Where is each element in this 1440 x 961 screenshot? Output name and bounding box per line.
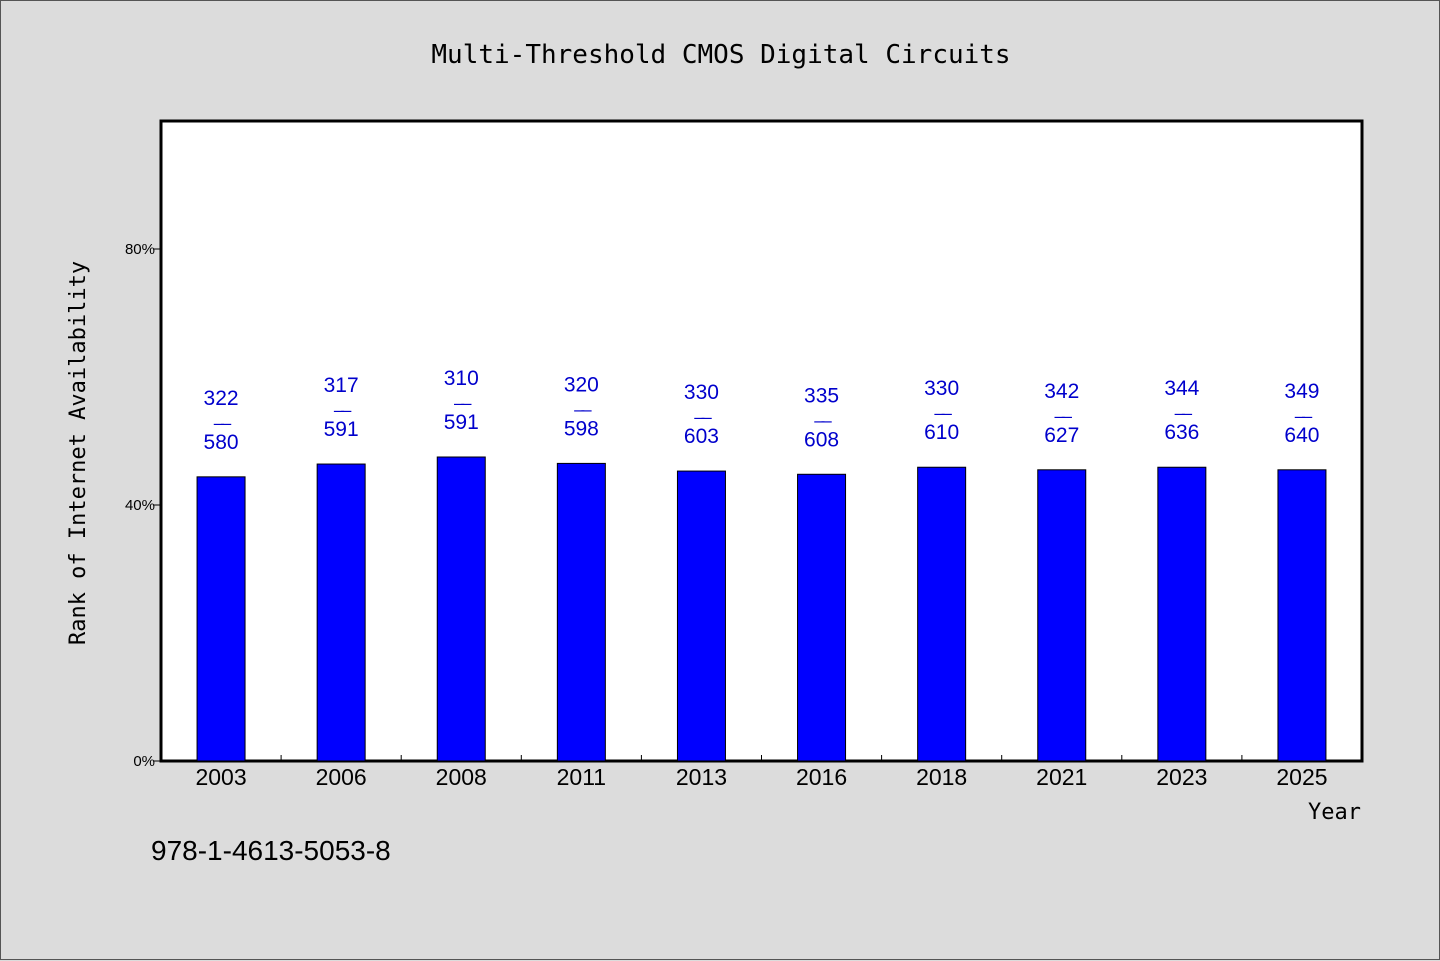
x-tick-label: 2003 <box>195 764 246 790</box>
bar-2011 <box>556 462 606 762</box>
bar-2008 <box>436 456 486 762</box>
data-label-bottom: 640 <box>1284 424 1319 447</box>
data-label-bottom: 608 <box>804 428 839 451</box>
data-label-bottom: 636 <box>1164 421 1199 444</box>
x-tick-label: 2013 <box>676 764 727 790</box>
bar-2025 <box>1277 469 1327 762</box>
y-tick-label: 80% <box>125 241 155 258</box>
data-label-top: 320 <box>564 373 599 396</box>
data-label-bottom: 598 <box>564 417 599 440</box>
data-label-bottom: 591 <box>324 418 359 441</box>
data-label-bottom: 610 <box>924 421 959 444</box>
data-label-bottom: 591 <box>444 411 479 434</box>
bar-2021 <box>1037 469 1087 762</box>
x-tick-label: 2008 <box>436 764 487 790</box>
data-label-bottom: 627 <box>1044 424 1079 447</box>
x-axis-title: Year <box>1308 800 1361 825</box>
x-tick-label: 2011 <box>557 764 606 790</box>
data-label-bottom: 603 <box>684 425 719 448</box>
data-label-top: 349 <box>1284 380 1319 403</box>
isbn-text: 978-1-4613-5053-8 <box>151 835 391 866</box>
x-tick-label: 2018 <box>916 764 967 790</box>
data-label-top: 330 <box>924 377 959 400</box>
y-tick-label: 40% <box>125 497 155 514</box>
bar-2003 <box>196 476 246 762</box>
data-label-top: 317 <box>324 374 359 397</box>
x-tick-label: 2023 <box>1156 764 1207 790</box>
data-label-top: 344 <box>1164 377 1199 400</box>
data-label-top: 310 <box>444 367 479 390</box>
bar-2016 <box>797 473 847 762</box>
bar-2023 <box>1157 466 1207 762</box>
bar-2006 <box>316 463 366 762</box>
x-tick-label: 2021 <box>1036 764 1087 790</box>
bar-2018 <box>917 466 967 762</box>
x-tick-label: 2006 <box>316 764 367 790</box>
data-label-top: 342 <box>1044 380 1079 403</box>
x-axis-ticks: 2003 2006 2008 2011 2013 2016 2018 2021 2023 2025 <box>195 755 1328 790</box>
data-label-top: 322 <box>204 387 239 410</box>
x-tick-label: 2025 <box>1276 764 1327 790</box>
bars-group <box>196 456 1327 762</box>
y-tick-label: 0% <box>133 753 155 770</box>
data-label-bottom: 580 <box>204 431 239 454</box>
chart-title: Multi-Threshold CMOS Digital Circuits <box>431 40 1010 70</box>
x-tick-label: 2016 <box>796 764 847 790</box>
y-axis-title: Rank of Internet Availability <box>66 261 91 645</box>
bar-2013 <box>676 470 726 762</box>
y-axis-ticks: 0% 40% 80% <box>125 241 161 770</box>
data-label-top: 335 <box>804 384 839 407</box>
data-label-top: 330 <box>684 381 719 404</box>
